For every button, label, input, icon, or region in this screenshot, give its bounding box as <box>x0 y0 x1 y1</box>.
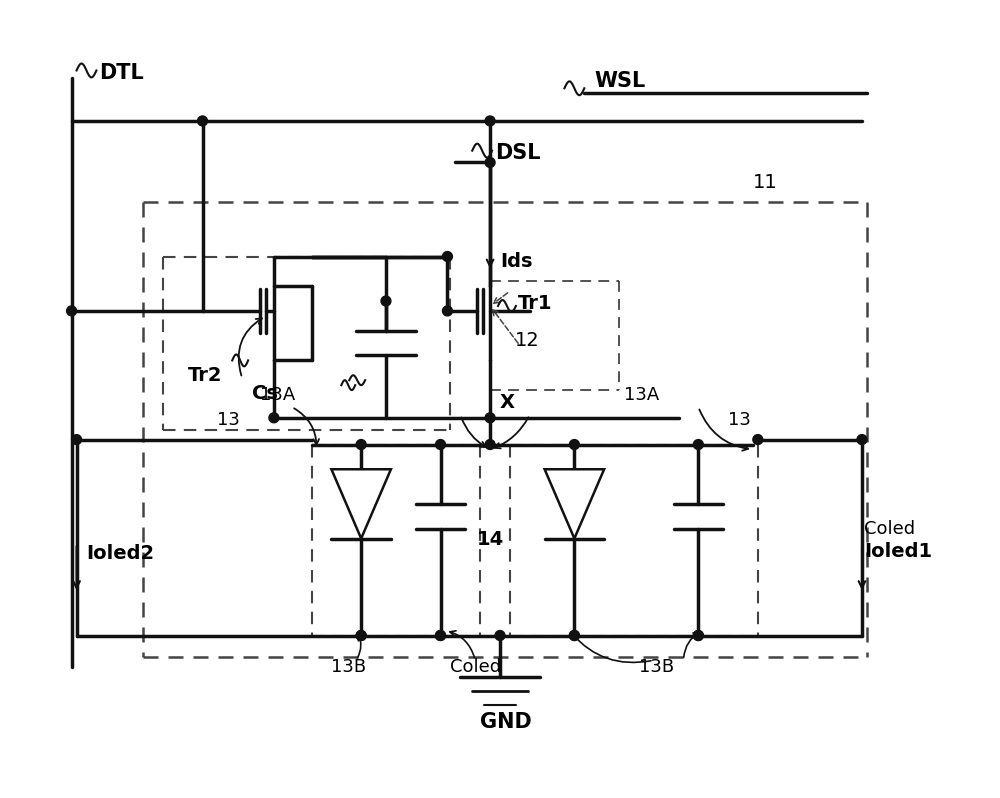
Text: 13B: 13B <box>639 658 674 676</box>
Circle shape <box>485 440 495 449</box>
Circle shape <box>495 630 505 641</box>
Text: Coled: Coled <box>864 519 915 538</box>
Text: 12: 12 <box>515 331 540 350</box>
Text: 13B: 13B <box>331 658 367 676</box>
Circle shape <box>693 630 703 641</box>
Circle shape <box>442 306 452 316</box>
Text: 14: 14 <box>476 530 504 549</box>
Circle shape <box>356 630 366 641</box>
Text: Tr2: Tr2 <box>188 365 222 385</box>
Text: 13A: 13A <box>624 386 659 404</box>
Text: 11: 11 <box>753 173 778 192</box>
Circle shape <box>72 435 82 444</box>
Text: Ids: Ids <box>500 252 533 271</box>
Text: Coled: Coled <box>450 658 502 676</box>
Circle shape <box>569 630 579 641</box>
Circle shape <box>356 630 366 641</box>
Text: Ioled1: Ioled1 <box>864 542 932 561</box>
Text: WSL: WSL <box>594 71 645 91</box>
Circle shape <box>857 435 867 444</box>
Circle shape <box>485 157 495 168</box>
Circle shape <box>436 630 445 641</box>
Circle shape <box>436 440 445 449</box>
Circle shape <box>269 413 279 423</box>
Text: 13: 13 <box>728 411 751 429</box>
Circle shape <box>442 251 452 262</box>
Circle shape <box>198 116 207 126</box>
Text: 13A: 13A <box>260 386 295 404</box>
Circle shape <box>569 630 579 641</box>
Circle shape <box>485 413 495 423</box>
Text: DSL: DSL <box>495 143 541 163</box>
Circle shape <box>356 440 366 449</box>
Circle shape <box>693 630 703 641</box>
Text: Ioled2: Ioled2 <box>86 544 155 563</box>
Text: Cs: Cs <box>252 384 278 402</box>
Text: Tr1: Tr1 <box>518 294 552 313</box>
Text: DTL: DTL <box>99 63 144 84</box>
Circle shape <box>485 116 495 126</box>
Polygon shape <box>545 469 604 539</box>
Text: X: X <box>500 393 515 413</box>
Circle shape <box>436 630 445 641</box>
Circle shape <box>693 440 703 449</box>
Circle shape <box>381 296 391 306</box>
Polygon shape <box>331 469 391 539</box>
Circle shape <box>569 440 579 449</box>
Circle shape <box>67 306 77 316</box>
Circle shape <box>753 435 763 444</box>
Text: GND: GND <box>480 712 532 732</box>
Text: 13: 13 <box>217 411 240 429</box>
